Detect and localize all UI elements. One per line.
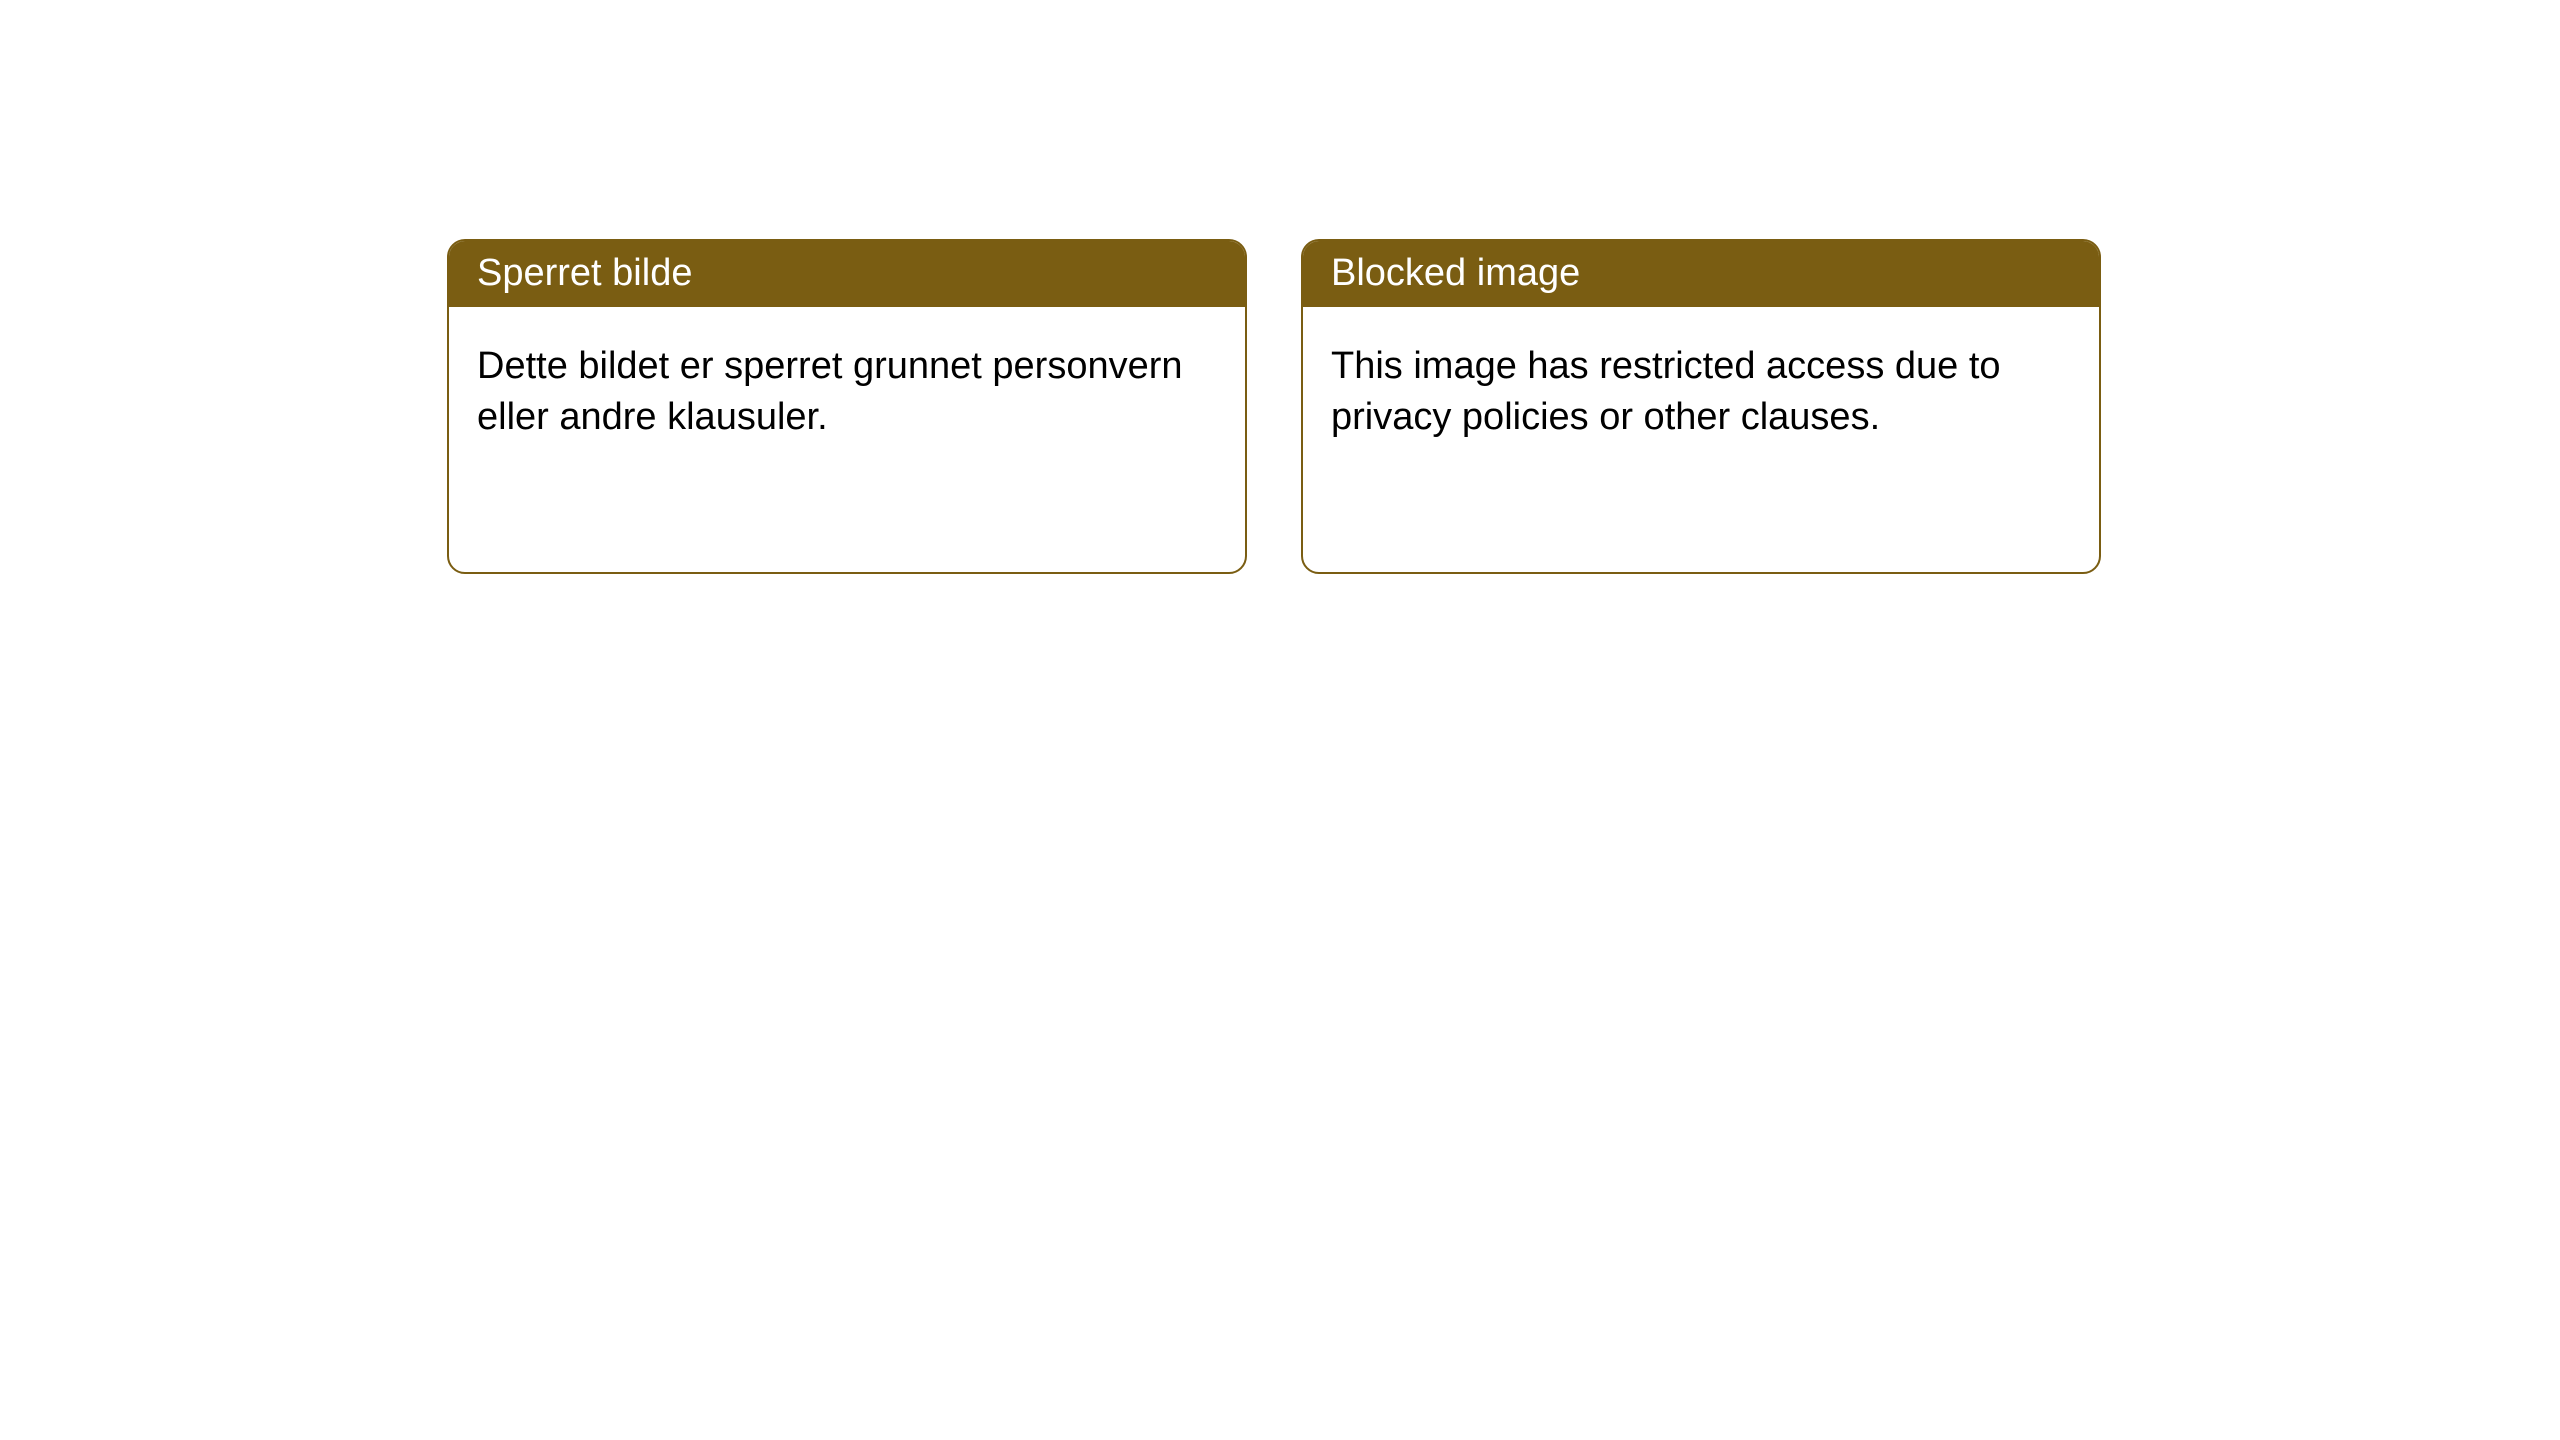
card-title: Sperret bilde (477, 252, 692, 294)
notice-card-norwegian: Sperret bilde Dette bildet er sperret gr… (447, 239, 1247, 574)
card-body-text: Dette bildet er sperret grunnet personve… (477, 345, 1183, 438)
card-header: Sperret bilde (449, 241, 1245, 307)
card-body: Dette bildet er sperret grunnet personve… (449, 307, 1245, 478)
notice-card-english: Blocked image This image has restricted … (1301, 239, 2101, 574)
card-body: This image has restricted access due to … (1303, 307, 2099, 478)
card-body-text: This image has restricted access due to … (1331, 345, 2001, 438)
card-header: Blocked image (1303, 241, 2099, 307)
notice-card-row: Sperret bilde Dette bildet er sperret gr… (447, 239, 2101, 574)
card-title: Blocked image (1331, 252, 1580, 294)
